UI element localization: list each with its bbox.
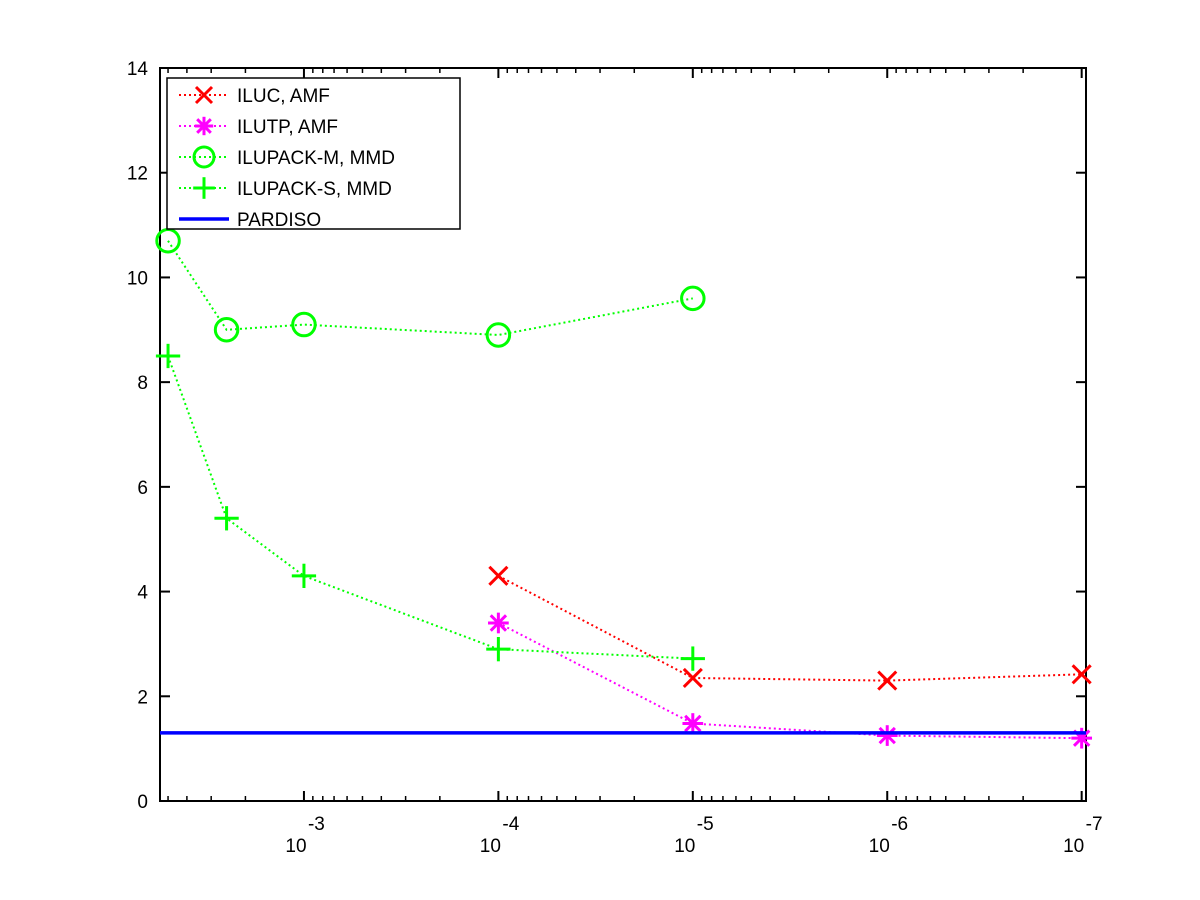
data-point: [488, 612, 509, 634]
y-tick-label: 8: [137, 373, 148, 394]
legend-label: ILUC, AMF: [237, 86, 330, 107]
y-tick-label: 6: [137, 478, 148, 499]
y-tick-label: 0: [137, 792, 148, 813]
legend: ILUC, AMF ILUTP, AMF ILUPACK-M, MMD ILUPACK…: [166, 77, 461, 231]
x-tick-label-exponent: -5: [697, 814, 714, 835]
data-point: [486, 637, 511, 662]
y-tick-label: 4: [137, 583, 148, 604]
legend-label: ILUPACK-S, MMD: [237, 179, 392, 200]
series-3: [155, 343, 705, 671]
legend-marker: [192, 145, 216, 169]
legend-entry: ILUPACK-S, MMD: [179, 177, 392, 200]
series-layer: [155, 228, 1093, 749]
legend-marker: [193, 177, 215, 199]
x-tick-label-exponent: -6: [891, 814, 908, 835]
y-tick-label: 2: [137, 687, 148, 708]
y-tick-label: 14: [127, 59, 149, 80]
data-point: [682, 667, 703, 689]
x-tick-label-base: 10: [674, 836, 695, 857]
x-tick-label-base: 10: [285, 836, 306, 857]
legend-entry: ILUC, AMF: [179, 85, 330, 107]
legend-marker: [194, 116, 214, 136]
legend-label: ILUPACK-M, MMD: [237, 148, 395, 169]
y-tick-label: 10: [127, 268, 148, 289]
data-point: [682, 713, 704, 734]
series-line: [497, 622, 1082, 740]
x-tick-label-exponent: -7: [1086, 814, 1103, 835]
series-0: [488, 565, 1092, 691]
data-point: [680, 646, 705, 671]
data-point: [291, 563, 317, 589]
x-tick-label-base: 10: [480, 836, 501, 857]
data-point: [213, 317, 240, 343]
legend-box: [166, 77, 461, 230]
series-2: [155, 228, 706, 348]
data-point: [877, 670, 898, 691]
data-point: [214, 506, 239, 531]
data-point: [488, 565, 509, 586]
data-point: [680, 285, 706, 312]
x-tick-label-base: 10: [1063, 836, 1084, 857]
y-tick-label: 12: [127, 164, 148, 185]
data-point: [876, 725, 898, 746]
x-tick-label-base: 10: [869, 836, 890, 857]
x-tick-label-exponent: -3: [308, 814, 325, 835]
legend-label: PARDISO: [237, 210, 321, 231]
series-1: [488, 612, 1093, 749]
data-point: [1071, 727, 1093, 749]
data-point: [291, 311, 317, 338]
data-point: [1071, 664, 1092, 685]
series-line: [167, 355, 693, 660]
legend-entry: ILUPACK-M, MMD: [179, 145, 395, 169]
legend-marker: [194, 85, 214, 105]
data-point: [155, 343, 181, 369]
series-line: [497, 575, 1082, 682]
legend-entry: ILUTP, AMF: [179, 116, 338, 138]
legend-label: ILUTP, AMF: [237, 117, 338, 138]
x-tick-label-exponent: -4: [502, 814, 519, 835]
data-point: [485, 322, 512, 348]
series-line: [167, 240, 693, 337]
legend-entry: PARDISO: [179, 210, 321, 231]
